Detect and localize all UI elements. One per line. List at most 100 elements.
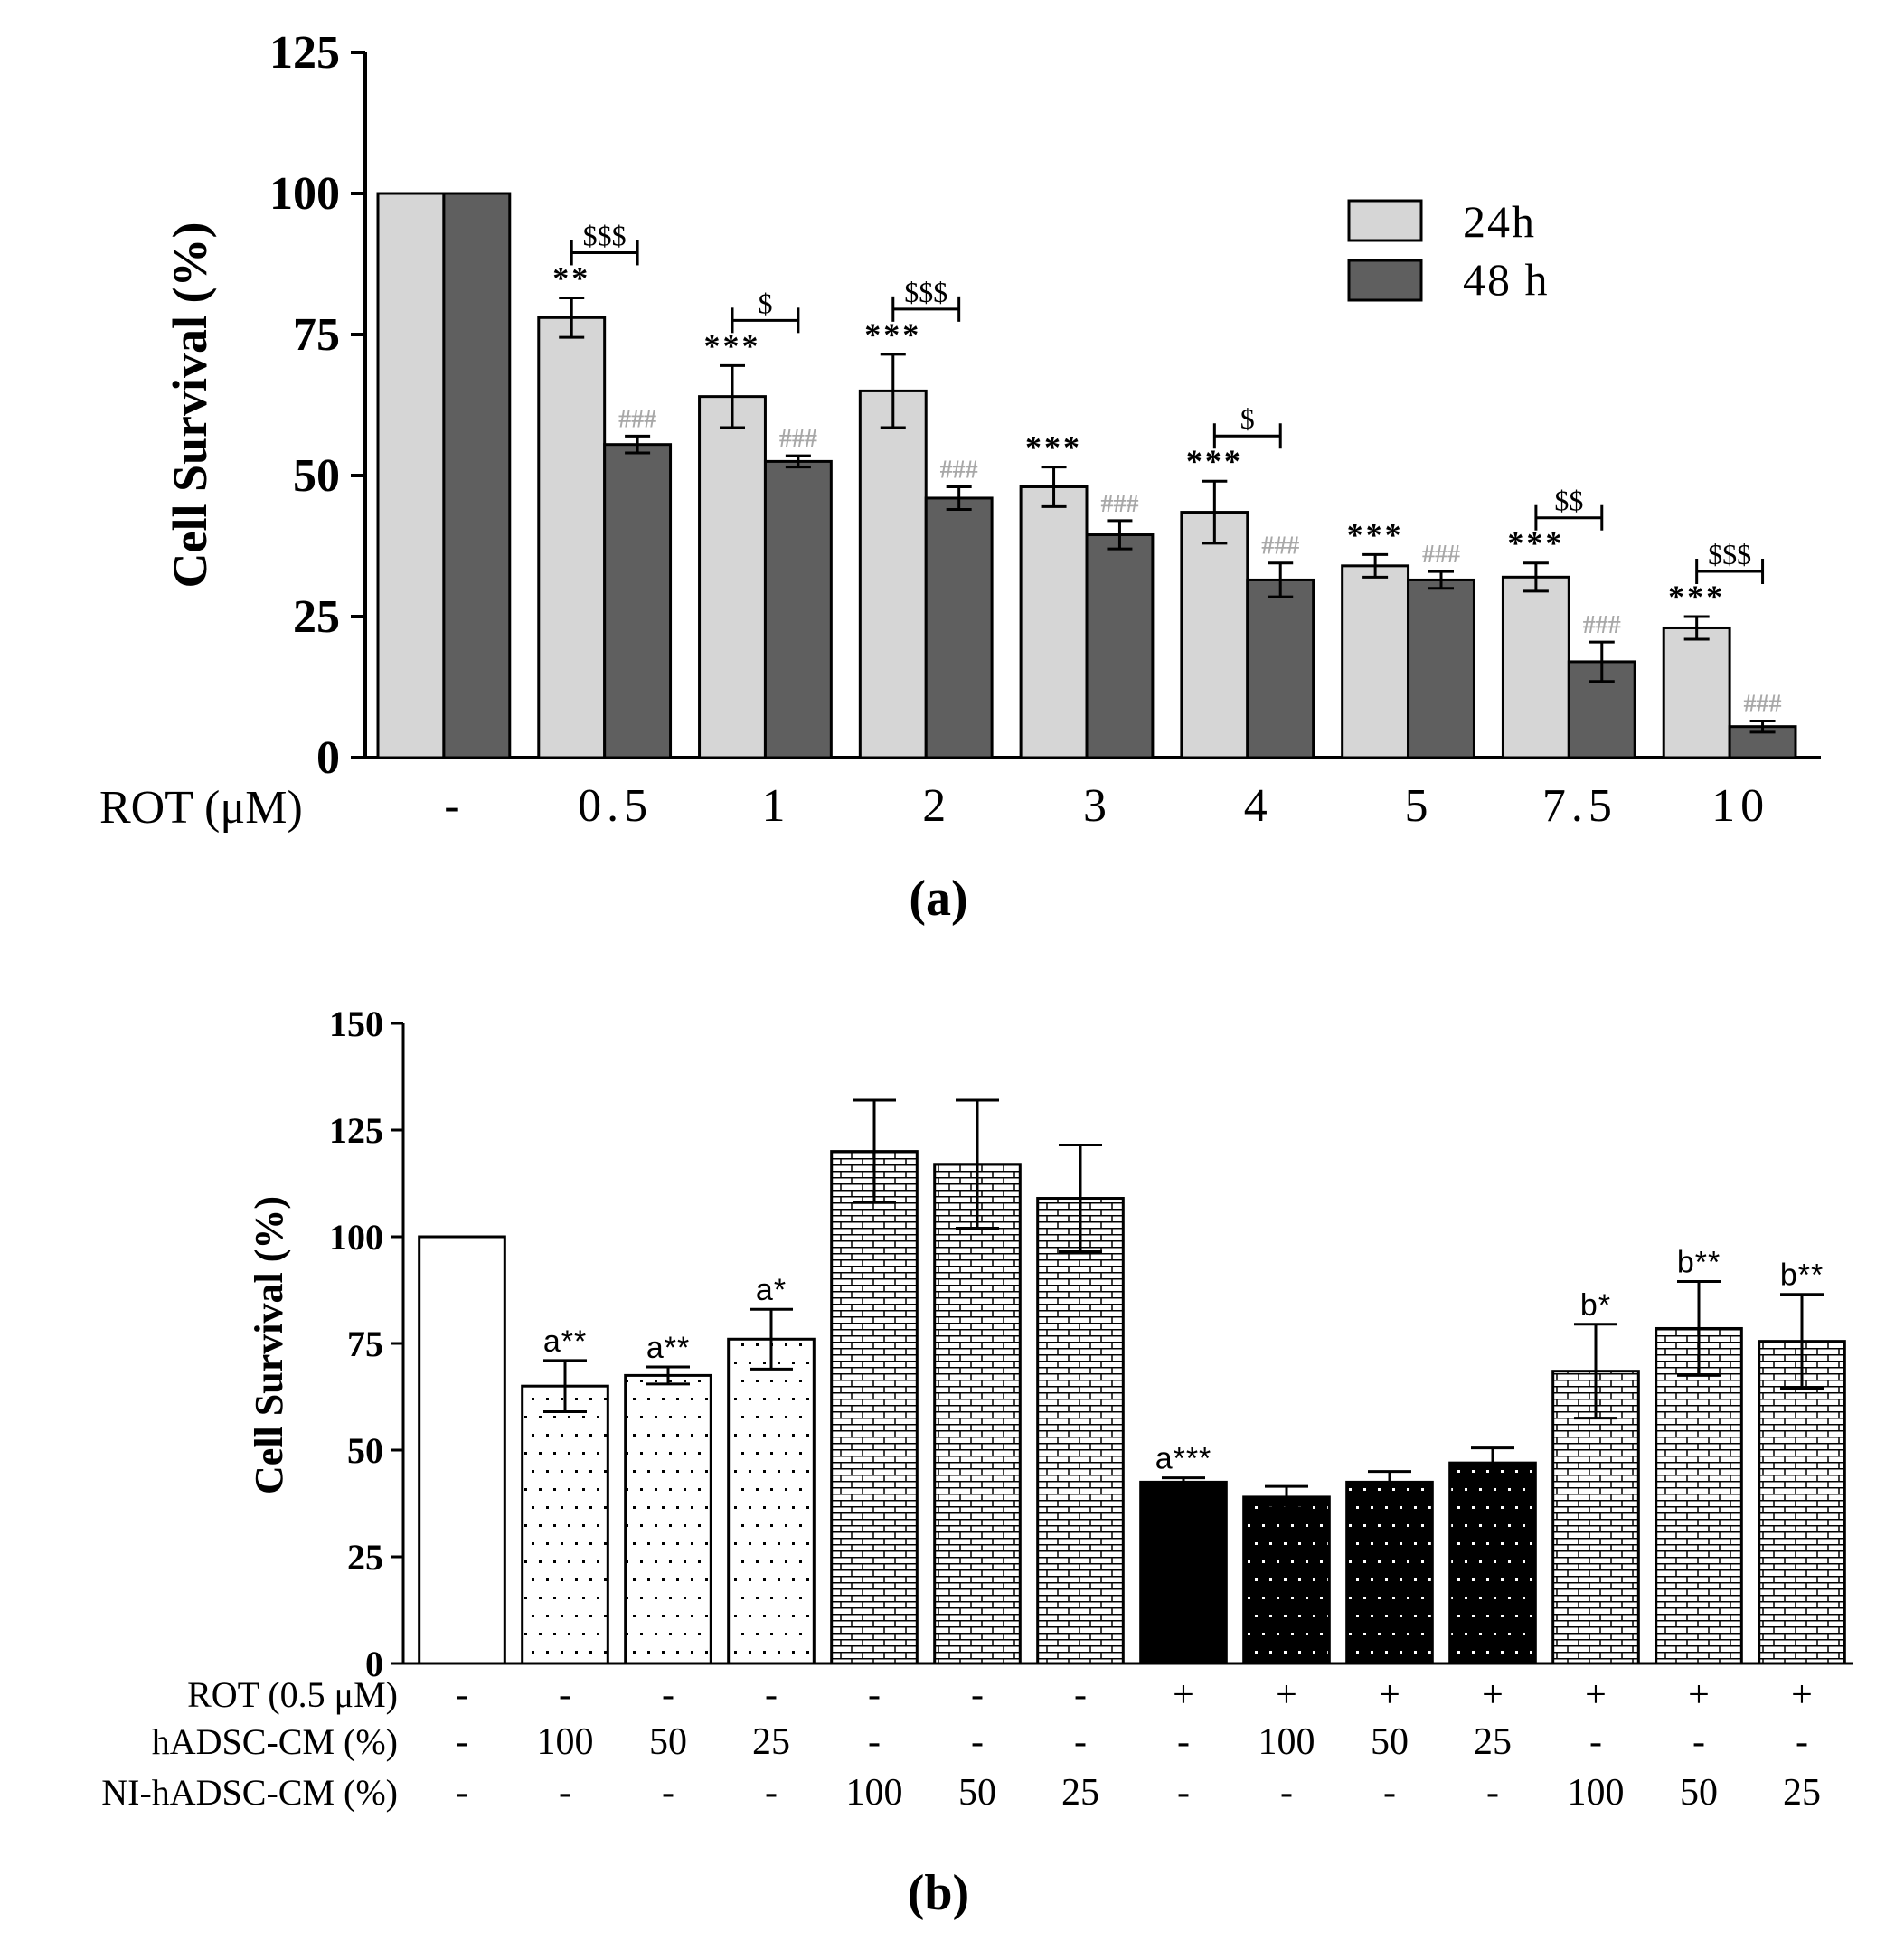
condition-cell-2-14: - (1796, 1721, 1808, 1763)
comparison-label-10: $$$ (1708, 538, 1751, 570)
bar-group-11 (1448, 1461, 1537, 1665)
condition-cell-3-4: - (765, 1772, 778, 1814)
bar-48-h-dash (442, 192, 512, 759)
x-tick-label-5: 5 (1405, 780, 1434, 832)
significance-24h-10: *** (1668, 579, 1725, 615)
bar-group-5 (830, 1150, 919, 1665)
condition-cell-3-5: 100 (846, 1772, 903, 1814)
bar-48-h-2 (924, 496, 994, 759)
condition-cell-3-2: - (559, 1772, 571, 1814)
y-tick-label-25: 25 (293, 591, 340, 643)
condition-cell-2-1: - (456, 1721, 468, 1763)
bar-24h-3 (1019, 485, 1089, 759)
condition-cell-1-8: + (1173, 1674, 1194, 1716)
condition-cell-2-8: - (1177, 1721, 1190, 1763)
panel-b-annotations: a** a** a* a*** b* b** b** (543, 1098, 1824, 1510)
condition-cell-1-13: + (1688, 1674, 1710, 1716)
condition-cell-1-12: + (1585, 1674, 1607, 1716)
significance-48-h-7-5: ### (1583, 611, 1621, 639)
bar-24h-10 (1662, 626, 1731, 759)
significance-group-2: a** (543, 1324, 587, 1359)
condition-cell-3-11: - (1486, 1772, 1499, 1814)
significance-group-13: b** (1677, 1246, 1721, 1280)
bar-group-7 (1036, 1197, 1125, 1665)
condition-cell-1-1: - (456, 1674, 468, 1716)
legend-label-24h: 24h (1463, 196, 1536, 247)
panel-b-bars (418, 1150, 1846, 1665)
bar-48-h-1 (763, 459, 833, 759)
condition-cell-3-14: 25 (1783, 1772, 1821, 1814)
bar-group-13 (1655, 1326, 1743, 1665)
significance-24h-4: *** (1186, 443, 1243, 479)
condition-cell-1-11: + (1482, 1674, 1504, 1716)
significance-48-h-4: ### (1261, 532, 1299, 561)
panel-a-x-label: ROT (μM) (99, 782, 303, 834)
legend-swatch-48h (1347, 259, 1423, 302)
comparison-label-4: $ (1240, 402, 1255, 435)
condition-cell-1-2: - (559, 1674, 571, 1716)
condition-row-label-hadsc-cm: hADSC-CM (%) (152, 1721, 398, 1762)
bar-24h-7-5 (1501, 575, 1570, 759)
bar-24h-1 (698, 395, 767, 759)
condition-row-label-rot-0-5-m: ROT (0.5 μM) (187, 1674, 398, 1715)
condition-cell-3-9: - (1280, 1772, 1293, 1814)
significance-48-h-10: ### (1744, 690, 1782, 718)
significance-24h-0-5: ** (552, 259, 590, 296)
condition-cell-2-11: 25 (1474, 1721, 1512, 1763)
significance-group-3: a** (646, 1331, 690, 1365)
condition-cell-1-10: + (1379, 1674, 1400, 1716)
panel-a-y-label: Cell Survival (%) (163, 222, 217, 589)
significance-48-h-1: ### (779, 425, 817, 453)
condition-cell-3-8: - (1177, 1772, 1190, 1814)
panel-a-label: (a) (909, 871, 967, 927)
condition-cell-2-10: 50 (1371, 1721, 1409, 1763)
condition-cell-2-6: - (971, 1721, 984, 1763)
panel-a-legend: 24h 48 h (1347, 196, 1548, 305)
significance-24h-5: *** (1347, 516, 1404, 552)
b-y-tick-label-125: 125 (329, 1110, 383, 1151)
condition-cell-2-4: 25 (752, 1721, 790, 1763)
bar-group-12 (1551, 1370, 1640, 1665)
b-y-tick-label-75: 75 (347, 1324, 383, 1364)
comparison-label-2: $$$ (904, 276, 948, 308)
significance-48-h-3: ### (1100, 490, 1138, 518)
condition-cell-2-12: - (1589, 1721, 1602, 1763)
x-tick-label-0-5: 0.5 (578, 780, 653, 832)
significance-24h-2: *** (864, 316, 921, 353)
panel-b-condition-table: ROT (0.5 μM) - - - - - - - + + + + + + + hADSC-CM (%) - 1… (101, 1674, 1821, 1814)
x-tick-label-10: 10 (1711, 780, 1769, 832)
bar-24h-5 (1341, 564, 1410, 759)
y-tick-label-75: 75 (293, 309, 340, 361)
condition-cell-2-9: 100 (1259, 1721, 1315, 1763)
comparison-label-1: $ (758, 287, 772, 319)
condition-cell-1-4: - (765, 1674, 778, 1716)
bar-48-h-0-5 (603, 443, 673, 759)
significance-group-4: a* (756, 1273, 787, 1307)
condition-cell-3-6: 50 (958, 1772, 996, 1814)
bar-group-4 (727, 1337, 816, 1665)
bar-48-h-5 (1407, 578, 1475, 759)
comparison-label-7-5: $$ (1554, 485, 1583, 517)
condition-cell-1-7: - (1074, 1674, 1087, 1716)
condition-cell-3-13: 50 (1680, 1772, 1718, 1814)
condition-cell-1-9: + (1276, 1674, 1297, 1716)
significance-24h-3: *** (1025, 429, 1082, 466)
condition-cell-1-6: - (971, 1674, 984, 1716)
bar-24h-2 (858, 389, 928, 759)
condition-cell-1-3: - (662, 1674, 674, 1716)
comparison-label-0-5: $$$ (583, 219, 627, 251)
significance-group-12: b* (1580, 1288, 1611, 1323)
significance-48-h-2: ### (940, 456, 978, 484)
panel-a-annotations: ** ### *** ### *** ### *** ### *** ### *** ### *** ##… (552, 219, 1782, 734)
bar-group-8 (1139, 1480, 1228, 1665)
condition-cell-2-5: - (868, 1721, 881, 1763)
x-tick-label-7-5: 7.5 (1542, 780, 1617, 832)
condition-cell-2-2: 100 (537, 1721, 594, 1763)
condition-row-label-ni-hadsc-cm: NI-hADSC-CM (%) (101, 1772, 398, 1813)
significance-24h-7-5: *** (1507, 525, 1564, 561)
x-tick-label-1: 1 (761, 780, 790, 832)
bar-group-9 (1242, 1495, 1331, 1665)
condition-cell-3-7: 25 (1061, 1772, 1099, 1814)
